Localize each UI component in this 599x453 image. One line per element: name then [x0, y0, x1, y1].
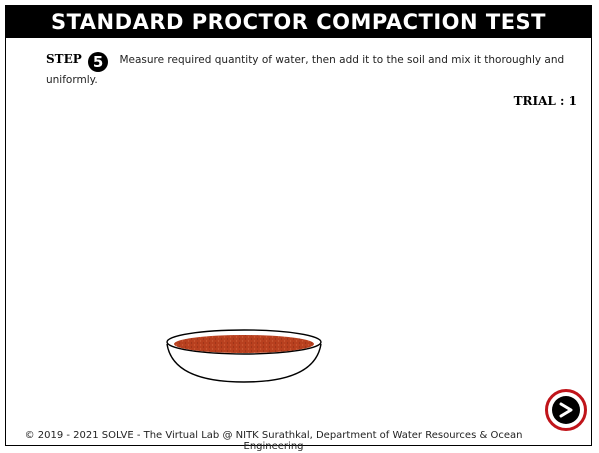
lab-frame: STANDARD PROCTOR COMPACTION TEST STEP 5 …: [5, 5, 592, 452]
footer-copyright: © 2019 - 2021 SOLVE - The Virtual Lab @ …: [24, 430, 523, 452]
next-button[interactable]: [545, 389, 587, 431]
page-title: STANDARD PROCTOR COMPACTION TEST: [6, 6, 591, 38]
chevron-right-icon: [552, 396, 580, 424]
soil-bowl[interactable]: [163, 324, 325, 386]
step-text: Measure required quantity of water, then…: [46, 54, 565, 86]
step-instruction: STEP 5 Measure required quantity of wate…: [46, 51, 566, 88]
trial-indicator: TRIAL : 1: [513, 94, 577, 108]
step-label: STEP: [46, 52, 82, 66]
bowl-body: [166, 343, 322, 383]
step-number-badge: 5: [88, 52, 109, 72]
soil-sample: [174, 335, 314, 353]
